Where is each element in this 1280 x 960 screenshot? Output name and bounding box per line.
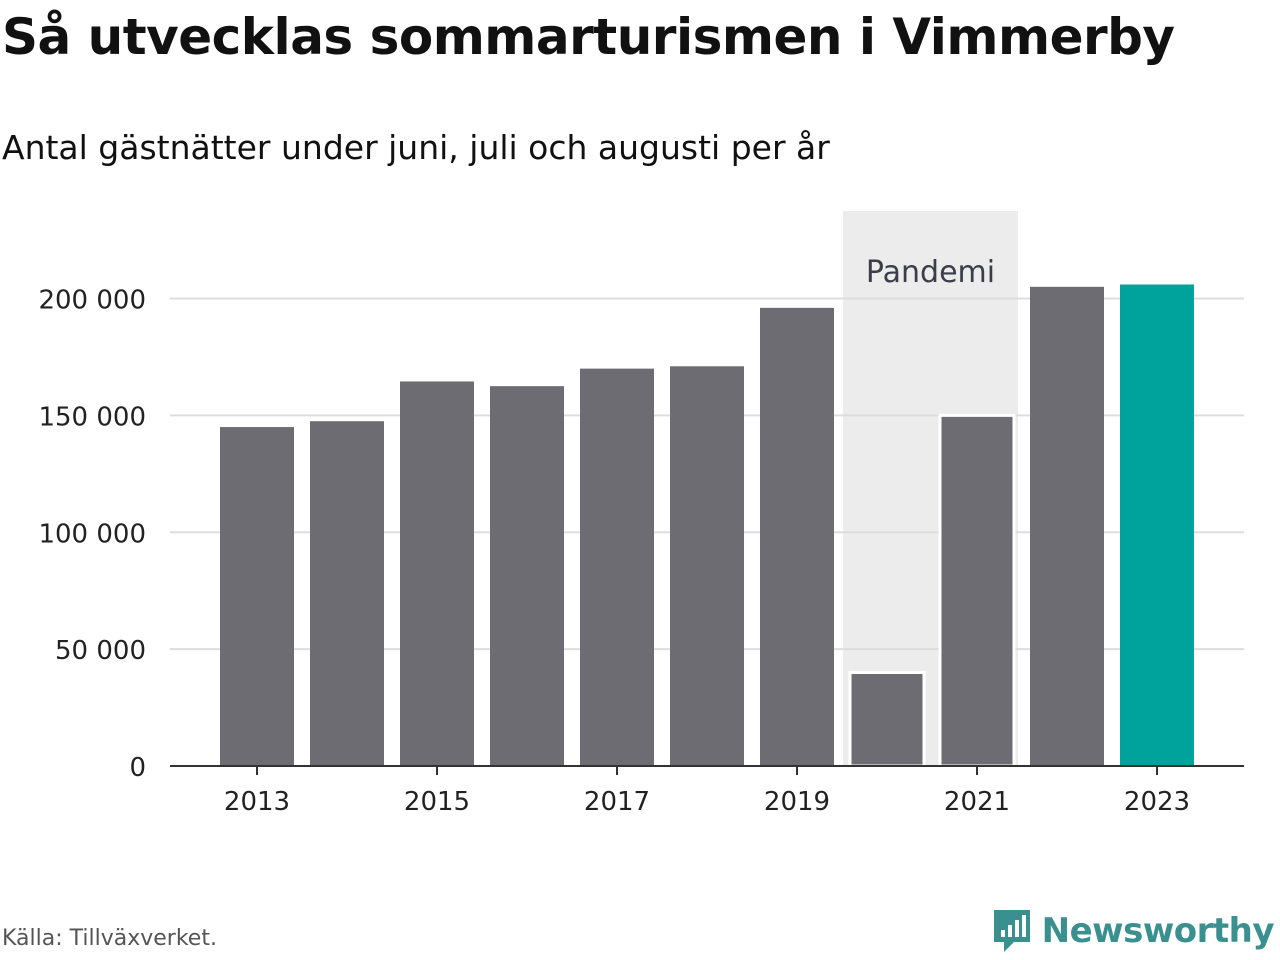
y-tick-label: 50 000 [55,636,146,666]
x-tick-label: 2021 [944,787,1010,817]
bar-2014 [310,421,384,766]
bar-2016 [490,386,564,766]
bar-2019 [760,307,834,766]
y-tick-label: 0 [129,753,146,783]
newsworthy-logo-icon [993,910,1030,952]
bar-chart: Pandemi 0 50 000 100 000 150 000 200 000 2013… [38,211,1244,817]
bar-2017 [580,368,654,766]
x-tick-label: 2023 [1124,787,1190,817]
source-note: Källa: Tillväxverket. [2,926,217,951]
brand-name: Newsworthy [1041,911,1275,951]
y-tick-label: 100 000 [38,519,146,549]
x-tick-label: 2015 [404,787,470,817]
bar-2018 [670,366,744,766]
bar-2023 [1120,284,1194,766]
chart-subtitle: Antal gästnätter under juni, juli och au… [2,128,830,167]
newsworthy-logo[interactable]: Newsworthy [992,908,1275,954]
pandemic-label: Pandemi [866,255,995,290]
x-tick-label: 2017 [584,787,650,817]
x-tick-label: 2019 [764,787,830,817]
bar-2022 [1030,286,1104,766]
y-tick-label: 200 000 [38,286,146,316]
bar-2013 [220,427,294,766]
bar-2021 [938,413,1016,768]
chart-title: Så utvecklas sommarturismen i Vimmerby [2,8,1175,66]
bar-2015 [400,381,474,766]
y-tick-label: 150 000 [38,402,146,432]
x-tick-label: 2013 [224,787,290,817]
bar-2020 [848,671,926,768]
